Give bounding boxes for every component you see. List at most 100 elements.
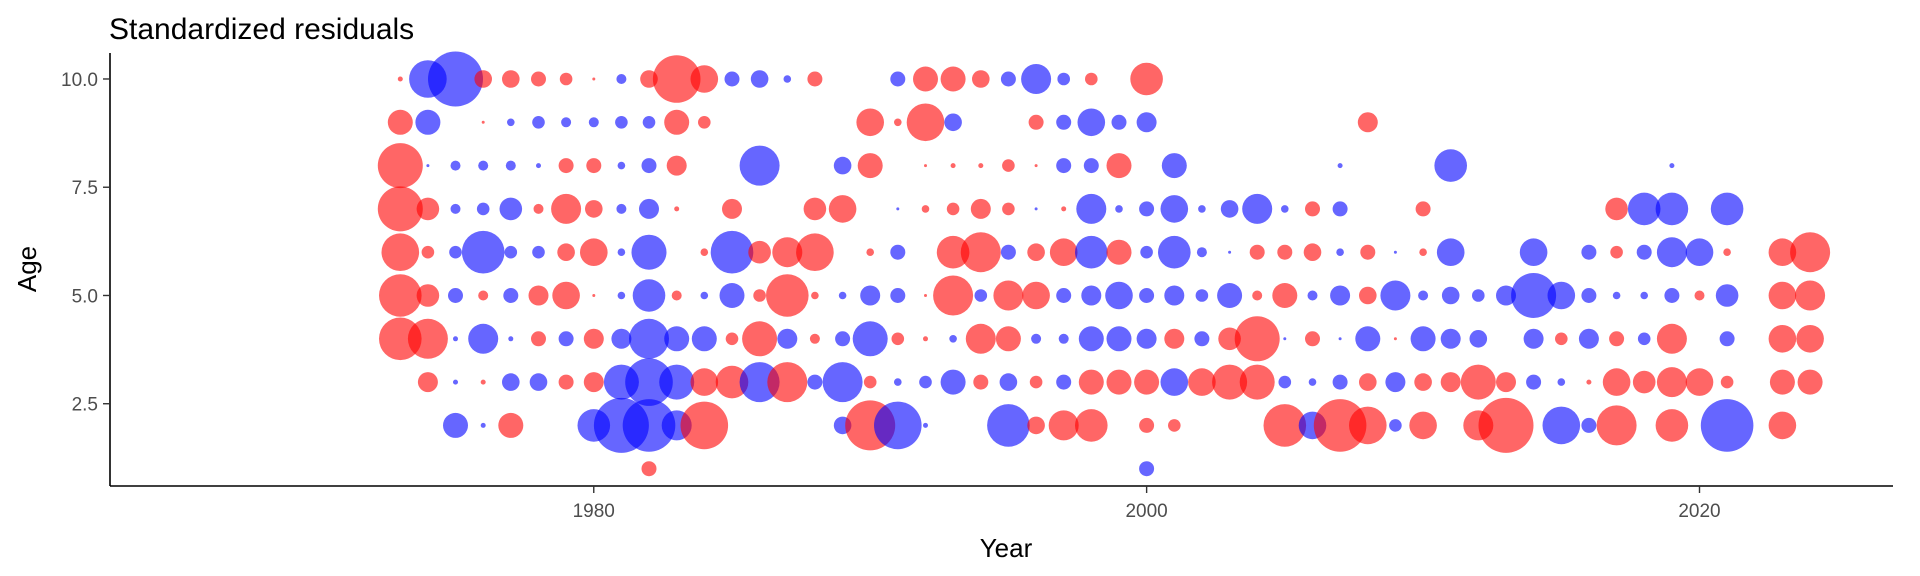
residual-point-1983-age-10: [652, 55, 701, 103]
residual-point-1985-age-4: [725, 332, 739, 346]
residual-point-2001-age-2: [1168, 419, 1181, 432]
residual-point-2003-age-6: [1228, 250, 1232, 254]
residual-point-1989-age-3: [822, 362, 863, 403]
residual-point-1980-age-6: [580, 238, 608, 266]
residual-point-1977-age-9: [507, 118, 515, 127]
residual-point-2023-age-5: [1768, 281, 1797, 310]
residual-point-1977-age-7: [499, 197, 523, 221]
residual-point-1987-age-10: [783, 75, 792, 83]
residual-point-1991-age-10: [890, 71, 906, 87]
residual-point-1997-age-5: [1056, 288, 1072, 303]
residual-point-1976-age-9: [481, 120, 485, 124]
residual-point-1999-age-4: [1106, 326, 1132, 352]
residual-point-2006-age-7: [1305, 201, 1320, 217]
residual-point-2004-age-7: [1242, 193, 1273, 224]
residual-point-2015-age-2: [1542, 406, 1581, 445]
residual-point-2017-age-7: [1605, 197, 1628, 221]
residual-point-1997-age-8: [1056, 158, 1072, 174]
residual-point-1978-age-3: [529, 373, 548, 391]
residual-point-1986-age-10: [750, 70, 769, 88]
residual-point-1996-age-3: [1029, 375, 1043, 389]
residual-point-2021-age-2: [1700, 399, 1754, 452]
residual-point-1986-age-6: [748, 240, 771, 264]
residual-point-2003-age-3: [1212, 364, 1248, 400]
residual-point-1984-age-5: [700, 291, 709, 300]
residual-point-2009-age-5: [1380, 280, 1411, 311]
residual-point-2013-age-2: [1478, 397, 1534, 453]
residual-point-1973-age-4: [379, 317, 422, 361]
residual-point-1993-age-10: [940, 66, 966, 92]
residual-point-2020-age-6: [1685, 238, 1714, 266]
residual-point-2005-age-4: [1283, 337, 1287, 341]
residual-point-2016-age-2: [1581, 417, 1597, 433]
residual-point-2010-age-5: [1418, 290, 1429, 301]
residual-point-1979-age-10: [559, 72, 573, 86]
residual-point-1993-age-4: [949, 335, 957, 343]
residual-point-2000-age-2: [1139, 417, 1155, 433]
residual-point-1998-age-4: [1078, 326, 1104, 352]
residual-point-2004-age-5: [1252, 290, 1263, 301]
residual-point-1991-age-3: [894, 378, 902, 386]
residual-point-2019-age-7: [1655, 192, 1689, 226]
residual-point-1981-age-4: [611, 328, 632, 349]
residual-point-1993-age-3: [940, 369, 966, 395]
residual-point-2024-age-5: [1795, 280, 1826, 311]
residual-point-2002-age-3: [1188, 368, 1216, 396]
residual-point-1994-age-8: [978, 163, 984, 169]
residual-point-2007-age-5: [1330, 285, 1351, 306]
residual-point-1985-age-6: [710, 230, 754, 274]
residual-point-1980-age-5: [592, 294, 596, 297]
residual-point-1973-age-6: [381, 233, 420, 271]
residual-point-1984-age-6: [700, 248, 709, 256]
residual-point-2000-age-1: [1139, 461, 1155, 477]
residual-point-2018-age-6: [1636, 244, 1652, 260]
residual-point-1993-age-7: [946, 202, 960, 216]
residual-point-2015-age-3: [1557, 378, 1566, 386]
residual-point-1995-age-8: [1002, 159, 1015, 172]
residual-point-1984-age-10: [690, 65, 719, 93]
residual-point-1995-age-7: [1002, 202, 1015, 216]
y-tick-label: 5.0: [72, 286, 98, 307]
residual-point-1978-age-7: [533, 203, 544, 214]
residual-point-1979-age-4: [558, 331, 574, 347]
residual-point-2014-age-4: [1523, 328, 1544, 349]
residual-point-1979-age-3: [558, 374, 574, 390]
residual-point-1988-age-4: [809, 333, 820, 344]
residual-point-1975-age-5: [448, 288, 463, 303]
residual-point-1988-age-3: [807, 374, 823, 390]
residual-point-2016-age-4: [1578, 328, 1599, 349]
residual-point-2007-age-7: [1332, 201, 1348, 217]
residual-point-2024-age-4: [1796, 325, 1824, 353]
residual-point-1994-age-3: [973, 374, 989, 390]
residual-point-1977-age-3: [502, 373, 520, 391]
residual-point-2021-age-5: [1715, 284, 1739, 307]
residual-point-2000-age-4: [1136, 328, 1157, 349]
residual-point-2004-age-3: [1239, 364, 1275, 400]
residual-point-2000-age-9: [1136, 112, 1157, 133]
residual-point-1978-age-9: [532, 116, 545, 129]
residual-point-2008-age-9: [1357, 112, 1378, 133]
residual-point-1983-age-9: [664, 109, 690, 135]
residual-point-1973-age-10: [397, 76, 403, 82]
residual-point-2008-age-2: [1349, 406, 1387, 445]
x-axis-title: Year: [980, 533, 1033, 563]
residual-point-1974-age-6: [421, 245, 435, 259]
residual-point-2001-age-7: [1160, 195, 1189, 223]
residual-point-1998-age-6: [1075, 235, 1108, 269]
residual-point-1974-age-8: [426, 164, 430, 168]
residual-point-1998-age-3: [1078, 369, 1104, 395]
residual-point-1973-age-9: [387, 109, 413, 135]
residual-point-1976-age-2: [480, 422, 486, 428]
residual-point-1978-age-6: [532, 245, 545, 259]
residual-point-2018-age-5: [1640, 291, 1648, 300]
residual-point-1990-age-6: [866, 248, 874, 256]
residual-point-2024-age-6: [1790, 232, 1831, 273]
residual-point-2017-age-6: [1610, 245, 1623, 259]
residual-point-2018-age-7: [1627, 192, 1661, 226]
residual-point-1981-age-9: [615, 116, 628, 129]
plot-points: [377, 51, 1831, 477]
residual-point-1993-age-9: [944, 113, 962, 132]
residual-point-1995-age-6: [1000, 244, 1016, 260]
residual-point-2018-age-4: [1637, 332, 1651, 346]
residual-point-1999-age-7: [1115, 205, 1123, 213]
